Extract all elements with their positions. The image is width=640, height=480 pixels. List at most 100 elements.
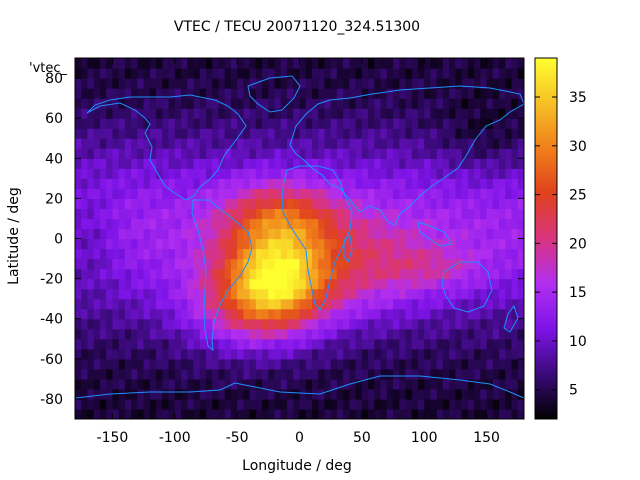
heatmap-cell [87, 128, 95, 139]
heatmap-cell [168, 178, 176, 189]
heatmap-cell [299, 368, 307, 380]
heatmap-cell [131, 238, 138, 250]
heatmap-cell [393, 68, 400, 79]
heatmap-cell [199, 78, 207, 89]
heatmap-cell [318, 348, 326, 360]
heatmap-cell [118, 408, 126, 419]
heatmap-cell [361, 378, 369, 390]
heatmap-cell [355, 58, 363, 69]
heatmap-cell [361, 108, 369, 119]
heatmap-cell [205, 388, 213, 400]
heatmap-cell [417, 328, 425, 340]
heatmap-cell [224, 288, 232, 300]
heatmap-cell [106, 318, 114, 330]
heatmap-cell [480, 278, 488, 290]
heatmap-cell [193, 278, 201, 290]
heatmap-cell [311, 328, 319, 340]
heatmap-cell [386, 298, 394, 310]
heatmap-cell [305, 348, 313, 360]
heatmap-cell [99, 208, 107, 220]
heatmap-cell [386, 288, 394, 300]
heatmap-cell [380, 278, 388, 290]
heatmap-cell [181, 88, 188, 99]
heatmap-cell [187, 118, 195, 129]
heatmap-cell [374, 68, 382, 79]
heatmap-cell [499, 218, 506, 230]
heatmap-cell [212, 98, 220, 109]
heatmap-cell [505, 288, 513, 300]
heatmap-cell [424, 258, 432, 270]
heatmap-cell [436, 168, 444, 179]
heatmap-cell [505, 168, 513, 179]
heatmap-cell [274, 258, 282, 270]
heatmap-cell [149, 278, 157, 290]
heatmap-cell [499, 98, 506, 109]
heatmap-cell [156, 348, 163, 360]
heatmap-cell [156, 198, 163, 210]
heatmap-cell [411, 388, 419, 400]
heatmap-cell [511, 218, 519, 230]
heatmap-cell [124, 238, 132, 250]
heatmap-cell [380, 108, 388, 119]
heatmap-cell [492, 308, 500, 320]
heatmap-cell [87, 118, 95, 129]
heatmap-cell [324, 408, 332, 419]
heatmap-cell [399, 378, 407, 390]
heatmap-cell [75, 238, 82, 250]
heatmap-cell [330, 278, 338, 290]
heatmap-cell [112, 238, 120, 250]
heatmap-cell [75, 318, 82, 330]
heatmap-cell [255, 238, 263, 250]
heatmap-cell [280, 158, 288, 169]
heatmap-cell [393, 108, 400, 119]
heatmap-cell [492, 318, 500, 330]
heatmap-cell [424, 268, 432, 280]
heatmap-cell [511, 408, 519, 419]
heatmap-cell [237, 158, 244, 169]
heatmap-cell [75, 148, 82, 159]
heatmap-cell [492, 198, 500, 210]
heatmap-cell [380, 338, 388, 350]
heatmap-cell [318, 388, 326, 400]
heatmap-cell [193, 298, 201, 310]
heatmap-cell [168, 108, 176, 119]
heatmap-cell [374, 328, 382, 340]
heatmap-cell [499, 378, 506, 390]
heatmap-cell [424, 148, 432, 159]
heatmap-cell [143, 158, 151, 169]
heatmap-cell [424, 288, 432, 300]
heatmap-cell [112, 88, 120, 99]
heatmap-cell [255, 98, 263, 109]
heatmap-cell [162, 398, 170, 410]
heatmap-cell [492, 128, 500, 139]
heatmap-cell [299, 88, 307, 99]
heatmap-cell [212, 118, 220, 129]
heatmap-cell [511, 298, 519, 310]
heatmap-cell [461, 188, 469, 199]
heatmap-cell [449, 338, 457, 350]
heatmap-cell [311, 98, 319, 109]
heatmap-cell [449, 298, 457, 310]
heatmap-cell [124, 168, 132, 179]
heatmap-cell [411, 198, 419, 210]
heatmap-cell [187, 288, 195, 300]
heatmap-cell [193, 408, 201, 419]
heatmap-cell [480, 58, 488, 69]
heatmap-cell [511, 248, 519, 260]
heatmap-cell [143, 178, 151, 189]
heatmap-cell [467, 78, 475, 89]
heatmap-cell [374, 238, 382, 250]
heatmap-cell [380, 238, 388, 250]
heatmap-cell [324, 208, 332, 220]
heatmap-cell [262, 308, 269, 320]
heatmap-cell [299, 98, 307, 109]
heatmap-cell [293, 338, 301, 350]
heatmap-cell [93, 278, 101, 290]
heatmap-cell [461, 258, 469, 270]
heatmap-cell [112, 178, 120, 189]
heatmap-cell [243, 248, 251, 260]
heatmap-cell [137, 178, 145, 189]
heatmap-cell [380, 148, 388, 159]
heatmap-cell [299, 288, 307, 300]
heatmap-cell [492, 238, 500, 250]
